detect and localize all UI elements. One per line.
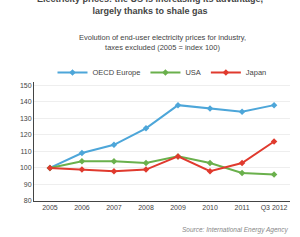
svg-text:Source: International Energy A: Source: International Energy Agency	[182, 226, 288, 234]
svg-text:2009: 2009	[170, 204, 186, 211]
svg-text:130: 130	[20, 115, 32, 122]
svg-text:Evolution of end-user electric: Evolution of end-user electricity prices…	[79, 33, 246, 52]
svg-text:80: 80	[24, 197, 32, 204]
svg-text:Japan: Japan	[246, 68, 266, 77]
svg-text:2007: 2007	[106, 204, 122, 211]
svg-text:OECD Europe: OECD Europe	[93, 68, 141, 77]
svg-text:Q3 2012: Q3 2012	[261, 204, 288, 212]
svg-text:Electricity prices: the US is: Electricity prices: the US is increasing…	[37, 0, 263, 16]
svg-text:2008: 2008	[138, 204, 154, 211]
svg-text:150: 150	[20, 82, 32, 89]
svg-text:90: 90	[24, 181, 32, 188]
svg-text:USA: USA	[185, 68, 200, 77]
svg-text:140: 140	[20, 98, 32, 105]
svg-text:2005: 2005	[42, 204, 58, 211]
svg-text:2011: 2011	[235, 204, 250, 211]
svg-text:2006: 2006	[74, 204, 90, 211]
svg-text:100: 100	[20, 164, 32, 171]
svg-text:2010: 2010	[202, 204, 218, 211]
svg-text:120: 120	[20, 131, 32, 138]
svg-text:110: 110	[20, 148, 31, 155]
